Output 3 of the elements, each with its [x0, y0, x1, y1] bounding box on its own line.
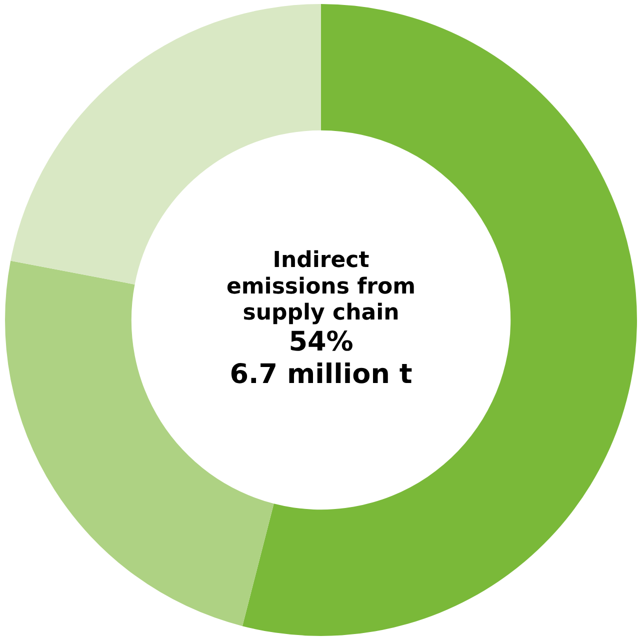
- data-label: 54%: [288, 326, 354, 358]
- slice-label: Indirect emissions from supply chain: [226, 248, 416, 326]
- text: 6.7 million t: [230, 358, 412, 390]
